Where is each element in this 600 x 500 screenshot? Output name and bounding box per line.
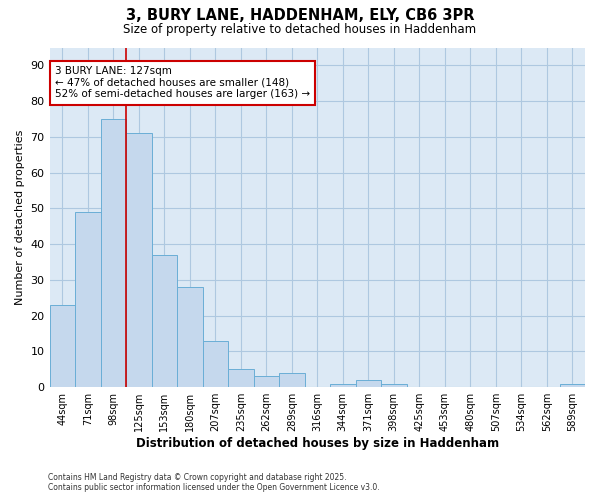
Bar xyxy=(228,370,254,387)
Text: 3 BURY LANE: 127sqm
← 47% of detached houses are smaller (148)
52% of semi-detac: 3 BURY LANE: 127sqm ← 47% of detached ho… xyxy=(55,66,310,100)
Bar xyxy=(254,376,279,387)
Bar xyxy=(50,305,75,387)
Y-axis label: Number of detached properties: Number of detached properties xyxy=(15,130,25,305)
Bar xyxy=(356,380,381,387)
Bar xyxy=(126,134,152,387)
Bar xyxy=(203,340,228,387)
Text: 3, BURY LANE, HADDENHAM, ELY, CB6 3PR: 3, BURY LANE, HADDENHAM, ELY, CB6 3PR xyxy=(126,8,474,22)
Bar xyxy=(560,384,585,387)
Bar xyxy=(177,287,203,387)
Text: Size of property relative to detached houses in Haddenham: Size of property relative to detached ho… xyxy=(124,22,476,36)
Bar xyxy=(381,384,407,387)
Bar xyxy=(75,212,101,387)
Bar xyxy=(279,373,305,387)
Bar xyxy=(101,119,126,387)
Bar xyxy=(152,255,177,387)
Bar xyxy=(330,384,356,387)
X-axis label: Distribution of detached houses by size in Haddenham: Distribution of detached houses by size … xyxy=(136,437,499,450)
Text: Contains HM Land Registry data © Crown copyright and database right 2025.
Contai: Contains HM Land Registry data © Crown c… xyxy=(48,473,380,492)
